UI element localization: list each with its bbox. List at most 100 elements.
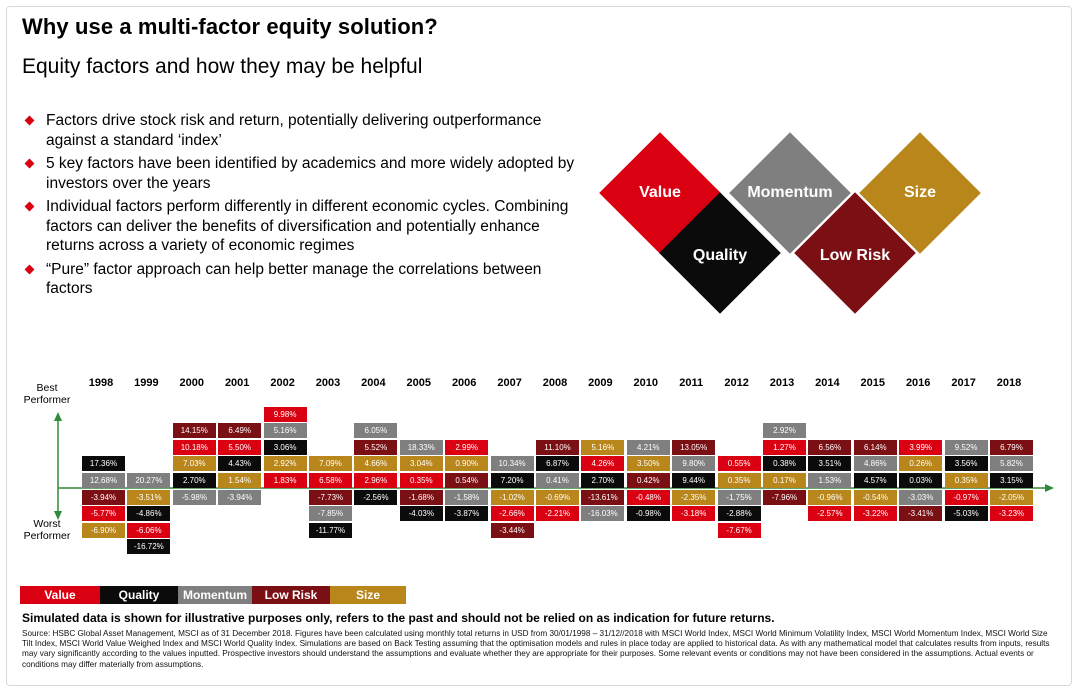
cell-1998-quality: 17.36% [82,456,125,472]
cell-2007-value: -2.66% [490,506,534,522]
cell-1998-value: -5.77% [82,506,125,522]
cell-1999-quality: -16.72% [127,539,171,555]
cell-2005-quality: -4.03% [399,506,443,522]
cell-2013-quality: 0.38% [763,456,806,472]
cell-2016-quality: 0.03% [899,473,943,488]
cell-2006-quality: -3.87% [445,506,489,522]
cell-2015-size: -0.54% [853,489,897,505]
legend-size: Size [330,586,406,604]
cell-2014-lowrisk: 6.56% [808,439,852,455]
cell-2015-value: -3.22% [853,506,897,522]
momentum-label: Momentum [747,184,833,201]
cell-2013-size: 0.17% [763,473,806,488]
cell-2008-quality: 6.87% [536,456,579,472]
year-2004: 2004 [361,377,386,389]
cell-2009-value: 4.26% [581,456,625,472]
cell-2001-size: 1.54% [218,473,262,488]
cell-2006-size: 0.90% [445,456,489,472]
cell-2006-lowrisk: 0.54% [445,473,489,488]
right-arrow-icon [1045,484,1054,492]
year-2013: 2013 [769,377,795,389]
cell-2011-quality: 9.44% [672,473,716,488]
cell-2015-lowrisk: 6.14% [853,439,897,455]
cell-2000-lowrisk: 14.15% [172,423,216,439]
cell-2003-value: 6.58% [309,473,352,488]
slide-frame [6,6,1072,686]
year-2018: 2018 [996,377,1022,389]
cell-2005-value: 0.35% [399,473,443,488]
year-2008: 2008 [542,377,568,389]
disclaimer-text: Simulated data is shown for illustrative… [22,611,775,625]
cell-2007-size: -1.02% [490,489,534,505]
cell-2017-value: -0.97% [944,489,988,505]
year-2011: 2011 [679,377,704,389]
cell-2004-lowrisk: 5.52% [354,439,398,455]
cell-2011-value: -3.18% [672,506,716,522]
year-1999: 1999 [134,377,159,389]
cell-2006-momentum: -1.58% [445,489,489,505]
cell-2000-quality: 2.70% [172,473,216,488]
year-2010: 2010 [633,377,659,389]
cell-1999-size: -3.51% [127,489,171,505]
cell-2004-momentum: 6.05% [354,423,398,439]
page-title: Why use a multi-factor equity solution? [22,14,438,39]
cell-2001-lowrisk: 6.49% [218,423,262,439]
cell-2004-value: 2.96% [354,473,398,488]
cell-2004-size: 4.66% [354,456,398,472]
cell-1998-lowrisk: -3.94% [82,489,125,505]
up-arrow-icon [54,412,62,421]
cell-2012-size: 0.35% [717,473,761,488]
legend-lowrisk: Low Risk [252,586,330,604]
cell-2017-momentum: 9.52% [944,439,988,455]
cell-2008-momentum: 0.41% [536,473,579,488]
bullet-item: “Pure” factor approach can help better m… [24,260,584,299]
year-2003: 2003 [315,377,341,389]
cell-2018-size: -2.05% [990,489,1033,505]
bullet-item: Factors drive stock risk and return, pot… [24,111,584,150]
cell-2014-momentum: 1.53% [808,473,852,488]
cell-2011-lowrisk: 13.05% [672,439,716,455]
cell-2013-momentum: 2.92% [763,423,806,439]
cell-2009-size: 5.16% [581,439,625,455]
cell-2007-quality: 7.20% [490,473,534,488]
cell-2007-momentum: 10.34% [490,456,534,472]
cell-2016-lowrisk: -3.41% [899,506,943,522]
cell-2013-value: 1.27% [763,439,806,455]
year-2001: 2001 [224,377,250,389]
cell-1999-value: -6.06% [127,522,171,538]
lowrisk-label: Low Risk [819,247,891,264]
cell-2014-quality: 3.51% [808,456,852,472]
cell-2014-size: -0.96% [808,489,852,505]
cell-2018-lowrisk: 6.79% [990,439,1033,455]
cell-2012-value: -7.67% [717,522,761,538]
cell-2010-value: -0.48% [626,489,670,505]
cell-2002-momentum: 5.16% [263,423,307,439]
cell-2004-quality: -2.56% [354,489,398,505]
cell-1999-quality: -4.86% [127,506,171,522]
cell-2008-size: -0.69% [536,489,579,505]
cell-2005-momentum: 18.33% [399,439,443,455]
year-2012: 2012 [724,377,749,389]
cell-2017-size: 0.35% [944,473,988,488]
value-label: Value [639,184,681,201]
cell-2003-lowrisk: -7.73% [309,489,352,505]
cell-2016-size: 0.26% [899,456,943,472]
cell-2014-value: -2.57% [808,506,852,522]
cell-2001-momentum: -3.94% [218,489,262,505]
bullet-item: Individual factors perform differently i… [24,197,584,256]
year-2002: 2002 [270,377,295,389]
cell-2003-quality: -11.77% [309,522,352,538]
cell-2010-momentum: 4.21% [626,439,670,455]
year-2000: 2000 [179,377,205,389]
cell-2018-value: -3.23% [990,506,1033,522]
cell-2010-quality: -0.98% [626,506,670,522]
cell-2015-momentum: 4.86% [853,456,897,472]
cell-2002-size: 2.92% [263,456,307,472]
year-1998: 1998 [88,377,114,389]
year-2006: 2006 [451,377,477,389]
cell-2008-value: -2.21% [536,506,579,522]
cell-2009-quality: 2.70% [581,473,625,488]
year-2005: 2005 [406,377,432,389]
legend-value: Value [20,586,100,604]
cell-2011-size: -2.35% [672,489,716,505]
